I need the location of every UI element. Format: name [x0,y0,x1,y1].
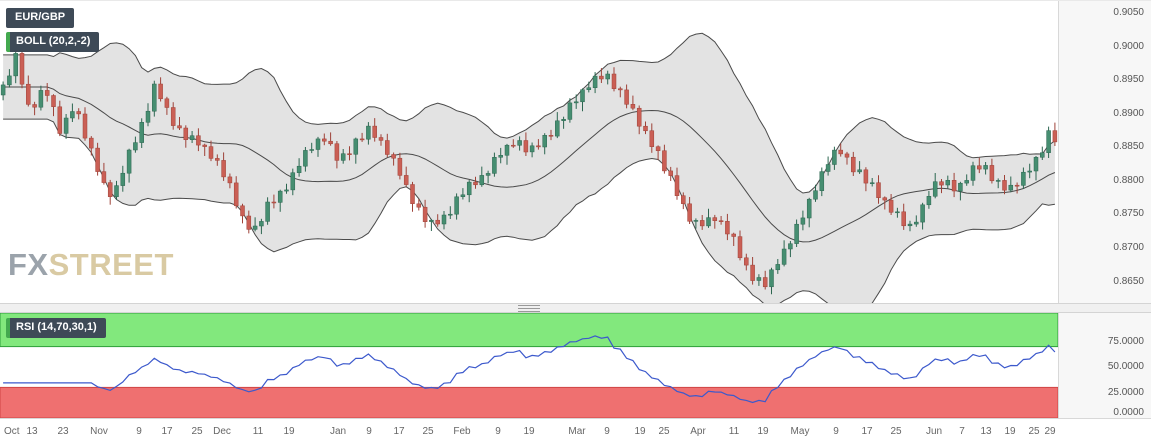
price-tick-label: 0.9050 [1113,7,1144,19]
price-tick-label: 0.8700 [1113,241,1144,253]
time-tick-label: 9 [833,426,839,437]
time-tick-label: 25 [890,426,902,437]
time-tick-label: Oct [4,426,20,437]
watermark-fx: FX [8,247,49,282]
rsi-overbought-zone [0,313,1058,348]
price-pane[interactable]: FXSTREET EUR/GBP BOLL (20,2,-2) [0,1,1058,303]
pane-splitter[interactable] [0,303,1151,313]
price-chart-svg-host[interactable] [0,1,1058,303]
watermark-street: STREET [48,247,174,282]
bollinger-band-fill [3,33,1055,303]
time-tick-label: Dec [213,426,231,437]
time-tick-label: 25 [191,426,203,437]
time-tick-label: Mar [568,426,586,437]
time-tick-label: 9 [136,426,142,437]
rsi-tick-label: 75.0000 [1107,335,1144,347]
rsi-tick-label: 50.0000 [1107,361,1144,373]
price-tick-label: 0.8950 [1113,74,1144,86]
time-tick-label: 29 [1044,426,1056,437]
price-tick-label: 0.8650 [1113,275,1144,287]
time-tick-label: Jan [329,426,347,437]
time-tick-label: 19 [757,426,769,437]
bollinger-lower-line [3,118,1055,303]
rsi-tick-label: 25.0000 [1107,386,1144,398]
time-axis[interactable]: Oct 13 23 Nov 9 17 25 Dec 11 19 Jan 9 17 25 Feb 9 19 Mar 9… [0,418,1151,447]
time-tick-label: 17 [861,426,873,437]
price-chart-svg[interactable] [0,1,1058,303]
rsi-tick-label: 0.0000 [1113,407,1144,418]
time-tick-label: Jun [925,426,943,437]
price-tick-label: 0.8850 [1113,141,1144,153]
time-tick-label: 19 [1004,426,1016,437]
time-tick-label: 17 [161,426,173,437]
fxstreet-watermark: FXSTREET [8,247,174,283]
rsi-chart-svg[interactable] [0,313,1058,418]
time-tick-label: Nov [90,426,108,437]
price-tick-label: 0.8750 [1113,208,1144,220]
time-tick-label: 17 [393,426,405,437]
time-tick-label: Apr [690,426,706,437]
price-tick-label: 0.9000 [1113,40,1144,52]
time-tick-label: 11 [728,426,740,437]
price-tick-label: 0.8900 [1113,107,1144,119]
rsi-oversold-zone [0,386,1058,418]
time-tick-label: 19 [523,426,535,437]
time-tick-label: 9 [366,426,372,437]
bollinger-upper-line [3,32,1056,194]
time-tick-label: 25 [1028,426,1040,437]
time-tick-label: 23 [57,426,69,437]
time-tick-label: 25 [422,426,434,437]
bollinger-middle-line [3,86,1056,243]
time-tick-label: 25 [658,426,670,437]
rsi-indicator-badge[interactable]: RSI (14,70,30,1) [6,318,106,338]
time-tick-label: 13 [980,426,992,437]
time-tick-label: 7 [959,426,965,437]
symbol-badge[interactable]: EUR/GBP [6,8,75,28]
time-tick-label: 19 [634,426,646,437]
splitter-grip-icon [518,308,540,309]
boll-indicator-badge[interactable]: BOLL (20,2,-2) [6,32,100,52]
rsi-pane[interactable]: RSI (14,70,30,1) [0,313,1058,418]
time-tick-label: Feb [453,426,471,437]
rsi-chart-svg-host[interactable] [0,313,1058,418]
time-tick-label: 9 [495,426,501,437]
price-axis[interactable]: 0.9050 0.9000 0.8950 0.8900 0.8850 0.8800 0.87… [1058,1,1151,303]
rsi-axis[interactable]: 75.0000 50.0000 25.0000 0.0000 [1058,313,1151,418]
time-tick-label: May [790,426,810,437]
time-tick-label: 19 [283,426,295,437]
time-tick-label: 13 [26,426,38,437]
price-tick-label: 0.8800 [1113,174,1144,186]
rsi-line [3,335,1056,404]
time-tick-label: 11 [252,426,264,437]
time-tick-label: 9 [604,426,610,437]
